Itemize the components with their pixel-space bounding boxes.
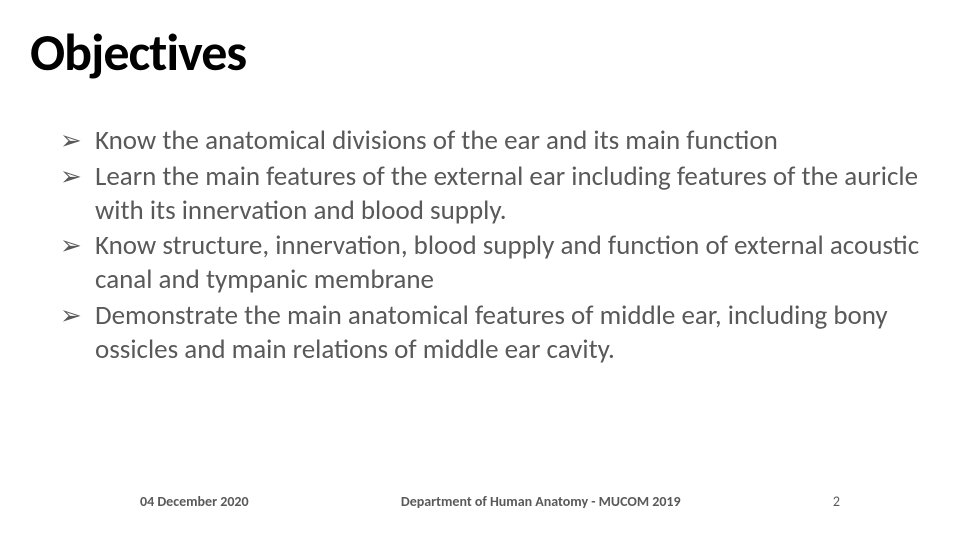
- slide: Objectives Know the anatomical divisions…: [0, 0, 960, 540]
- list-item: Demonstrate the main anatomical features…: [60, 299, 930, 367]
- footer-department: Department of Human Anatomy - MUCOM 2019: [401, 493, 681, 510]
- list-item: Know structure, innervation, blood suppl…: [60, 229, 930, 297]
- objectives-list: Know the anatomical divisions of the ear…: [30, 124, 930, 366]
- slide-title: Objectives: [30, 20, 930, 84]
- footer-date: 04 December 2020: [140, 493, 249, 510]
- list-item: Learn the main features of the external …: [60, 160, 930, 228]
- slide-footer: 04 December 2020 Department of Human Ana…: [0, 493, 960, 510]
- footer-slide-number: 2: [833, 493, 840, 510]
- list-item: Know the anatomical divisions of the ear…: [60, 124, 930, 158]
